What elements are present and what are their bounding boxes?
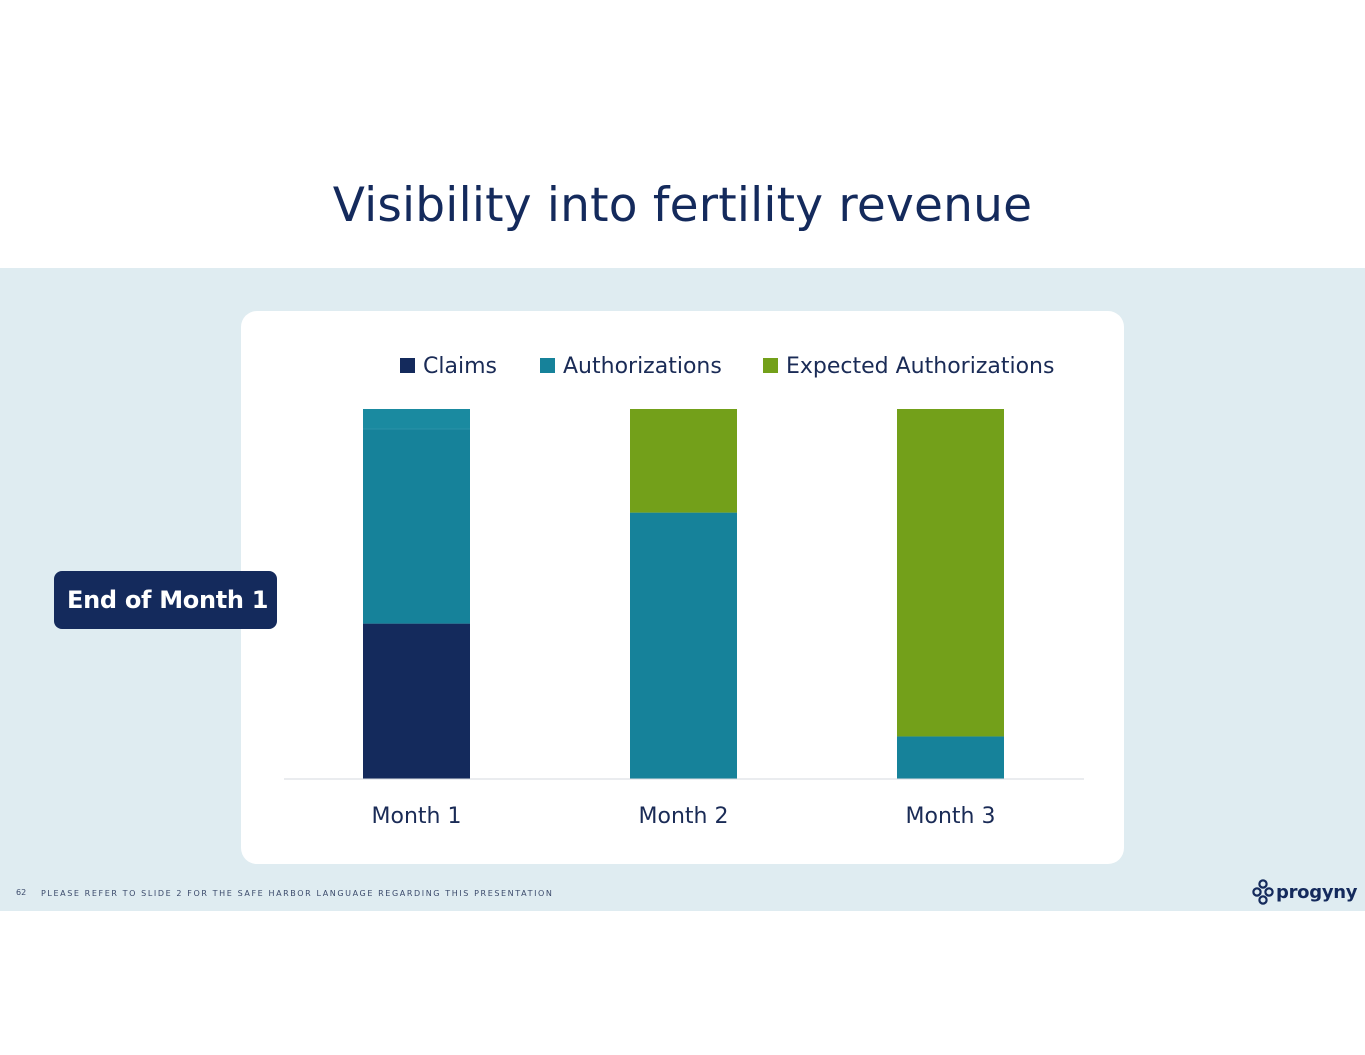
bar-month-2-authorizations (630, 512, 737, 779)
x-tick-month-2: Month 2 (639, 804, 729, 829)
progyny-logo-text: progyny (1276, 881, 1358, 903)
end-of-month-callout: End of Month 1 (54, 571, 277, 629)
legend-swatch-claims (400, 358, 415, 373)
progyny-logo-icon (1252, 879, 1274, 905)
x-tick-month-1: Month 1 (372, 804, 462, 829)
bar-month-3-expected-authorizations (897, 409, 1004, 737)
chart-bars (363, 409, 1004, 779)
x-axis-ticks: Month 1 Month 2 Month 3 (372, 804, 996, 829)
legend-swatch-authorizations (540, 358, 555, 373)
safe-harbor-note: PLEASE REFER TO SLIDE 2 FOR THE SAFE HAR… (41, 889, 554, 898)
bar-month-2-expected-authorizations (630, 409, 737, 513)
legend-label-expected-authorizations: Expected Authorizations (786, 354, 1054, 379)
progyny-logo: progyny (1252, 878, 1358, 906)
bar-month-1-authorizations-cap (363, 409, 470, 429)
page-number: 62 (16, 888, 27, 897)
legend-label-claims: Claims (423, 354, 497, 379)
legend-label-authorizations: Authorizations (563, 354, 722, 379)
chart-card: Claims Authorizations Expected Authorizati… (241, 311, 1124, 864)
legend-swatch-expected-authorizations (763, 358, 778, 373)
bar-month-3-authorizations (897, 736, 1004, 779)
x-tick-month-3: Month 3 (906, 804, 996, 829)
bar-month-1-claims (363, 623, 470, 779)
bar-month-1-authorizations (363, 409, 470, 624)
stacked-bar-chart: Claims Authorizations Expected Authorizati… (284, 354, 1084, 829)
chart-legend: Claims Authorizations Expected Authorizati… (400, 354, 1054, 379)
page-title: Visibility into fertility revenue (332, 178, 1033, 233)
